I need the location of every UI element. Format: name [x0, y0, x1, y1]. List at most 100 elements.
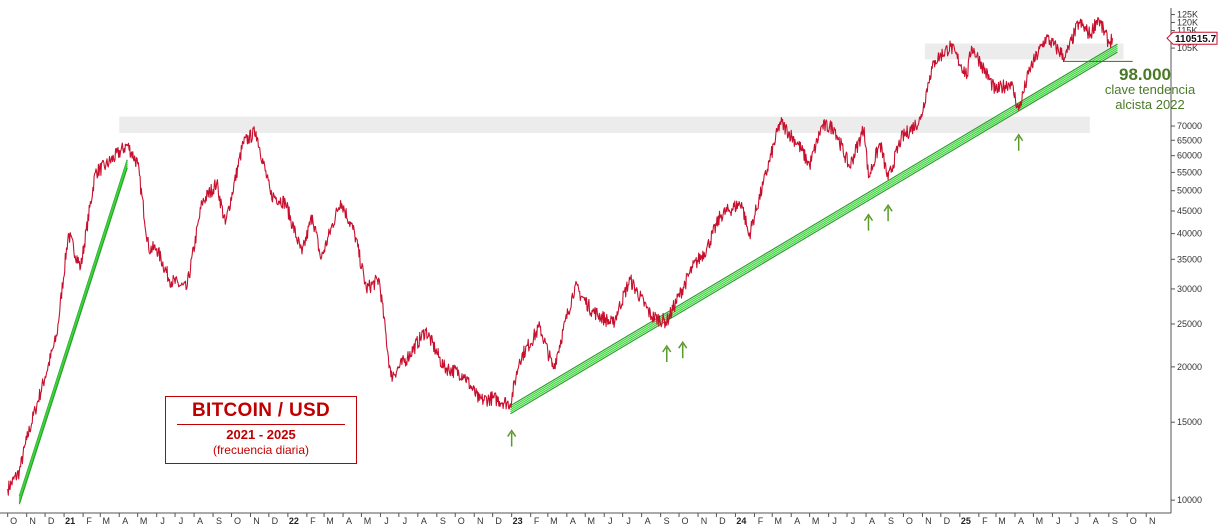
x-tick-label-17: F: [310, 516, 316, 526]
y-axis: 10000 15000 20000 25000 30000 35000 40000 45000…: [1170, 8, 1202, 513]
chart-title: BITCOIN / USD: [192, 400, 330, 421]
x-axis: O N D 21 F M A M J J A S O N D 22 F M A M J J A S O N D 23 F M A M J J A S O…: [0, 512, 1171, 526]
x-tick-label-33: J: [608, 516, 613, 526]
x-tick-label-26: N: [477, 516, 484, 526]
x-tick-label-2: N: [29, 516, 36, 526]
trend-channel-1-line-2: [18, 161, 128, 499]
x-tick-label-25: O: [458, 516, 465, 526]
support-arrow-5-head: [883, 203, 893, 212]
support-arrow-3: [678, 340, 688, 359]
trend-channel-1-line-1: [18, 159, 128, 497]
current-price-label: 110515.7: [1175, 34, 1217, 45]
x-tick-label-28: 23: [513, 516, 523, 526]
x-tick-label-50: N: [925, 516, 932, 526]
x-tick-label-56: M: [1036, 516, 1044, 526]
y-tick-label-125000: 125K: [1177, 10, 1198, 20]
support-arrow-1-head: [507, 429, 517, 437]
support-arrows: [507, 133, 1024, 447]
price-series: [7, 17, 1114, 496]
x-tick-label-49: O: [906, 516, 913, 526]
y-tick-label-105000: 105K: [1177, 43, 1198, 53]
chart-title-box: BITCOIN / USD 2021 - 2025 (frecuencia di…: [165, 396, 357, 464]
trend-channel-2-line-1: [510, 43, 1118, 407]
trend-channel-1: [18, 159, 128, 505]
x-tick-label-27: D: [495, 516, 502, 526]
x-tick-label-29: F: [534, 516, 540, 526]
x-tick-label-18: M: [326, 516, 334, 526]
x-tick-label-3: D: [48, 516, 55, 526]
trend-channel-1-line-4: [18, 165, 128, 503]
x-tick-label-39: D: [719, 516, 726, 526]
y-tick-label-10000: 10000: [1177, 495, 1202, 505]
trend-channel-2-line-3: [510, 47, 1118, 411]
x-tick-label-9: J: [160, 516, 165, 526]
y-tick-label-55000: 55000: [1177, 167, 1202, 177]
x-tick-label-40: 24: [736, 516, 746, 526]
x-tick-label-62: N: [1149, 516, 1156, 526]
y-tick-label-30000: 30000: [1177, 284, 1202, 294]
support-arrow-4-head: [863, 213, 874, 222]
x-tick-label-31: A: [570, 516, 576, 526]
y-tick-label-25000: 25000: [1177, 319, 1202, 329]
x-tick-label-11: A: [197, 516, 203, 526]
title-divider: [177, 424, 345, 425]
y-tick-label-15000: 15000: [1177, 417, 1202, 427]
support-arrow-6-head: [1014, 133, 1024, 142]
y-tick-label-120000: 120K: [1177, 17, 1198, 27]
y-tick-label-65000: 65000: [1177, 135, 1202, 145]
x-tick-label-54: M: [998, 516, 1006, 526]
support-arrow-3-head: [678, 340, 688, 349]
support-annotation-value: 98.000: [1119, 65, 1171, 84]
chart-period: 2021 - 2025: [226, 427, 296, 442]
y-tick-label-50000: 50000: [1177, 186, 1202, 196]
support-arrow-1: [507, 429, 517, 447]
x-tick-label-47: A: [869, 516, 875, 526]
x-tick-label-24: S: [440, 516, 446, 526]
x-tick-label-1: O: [10, 516, 17, 526]
x-tick-label-52: 25: [961, 516, 971, 526]
x-tick-label-15: D: [272, 516, 279, 526]
y-tick-label-70000: 70000: [1177, 121, 1202, 131]
x-tick-label-22: J: [403, 516, 408, 526]
x-tick-label-13: O: [234, 516, 241, 526]
x-tick-label-5: F: [86, 516, 92, 526]
resistance-zones: [119, 43, 1124, 134]
x-tick-label-14: N: [253, 516, 260, 526]
x-tick-label-61: O: [1130, 516, 1137, 526]
x-tick-label-4: 21: [65, 516, 75, 526]
support-annotation-line1: clave tendencia: [1104, 82, 1196, 97]
trend-channel-2-line-2: [510, 45, 1118, 409]
x-tick-label-21: J: [384, 516, 389, 526]
x-tick-label-23: A: [421, 516, 427, 526]
y-tick-label-35000: 35000: [1177, 254, 1202, 264]
x-tick-label-53: F: [982, 516, 988, 526]
resistance-zone-1: [119, 116, 1090, 134]
price-line: [7, 17, 1114, 496]
x-tick-label-6: M: [103, 516, 111, 526]
x-tick-label-35: A: [645, 516, 651, 526]
current-price-marker: 110515.7: [1166, 31, 1218, 45]
x-tick-label-8: M: [140, 516, 148, 526]
trend-channel-2-line-4: [510, 49, 1118, 413]
x-tick-label-34: J: [626, 516, 631, 526]
y-tick-label-40000: 40000: [1177, 229, 1202, 239]
x-tick-label-12: S: [216, 516, 222, 526]
x-tick-label-16: 22: [289, 516, 299, 526]
x-tick-label-59: A: [1093, 516, 1099, 526]
x-tick-label-58: J: [1075, 516, 1080, 526]
x-tick-label-46: J: [851, 516, 856, 526]
x-tick-label-38: N: [701, 516, 708, 526]
support-arrow-6: [1014, 133, 1024, 151]
x-tick-label-55: A: [1018, 516, 1024, 526]
x-tick-label-43: A: [794, 516, 800, 526]
x-tick-label-51: D: [944, 516, 951, 526]
x-tick-label-37: O: [682, 516, 689, 526]
x-tick-label-60: S: [1112, 516, 1118, 526]
support-annotation-line2: alcista 2022: [1115, 97, 1185, 112]
y-tick-label-45000: 45000: [1177, 206, 1202, 216]
trend-channel-2: [510, 43, 1118, 415]
support-arrow-2: [662, 344, 672, 362]
support-annotation-text: clave tendencia alcista 2022: [1095, 82, 1205, 112]
support-arrow-2-head: [662, 344, 672, 353]
